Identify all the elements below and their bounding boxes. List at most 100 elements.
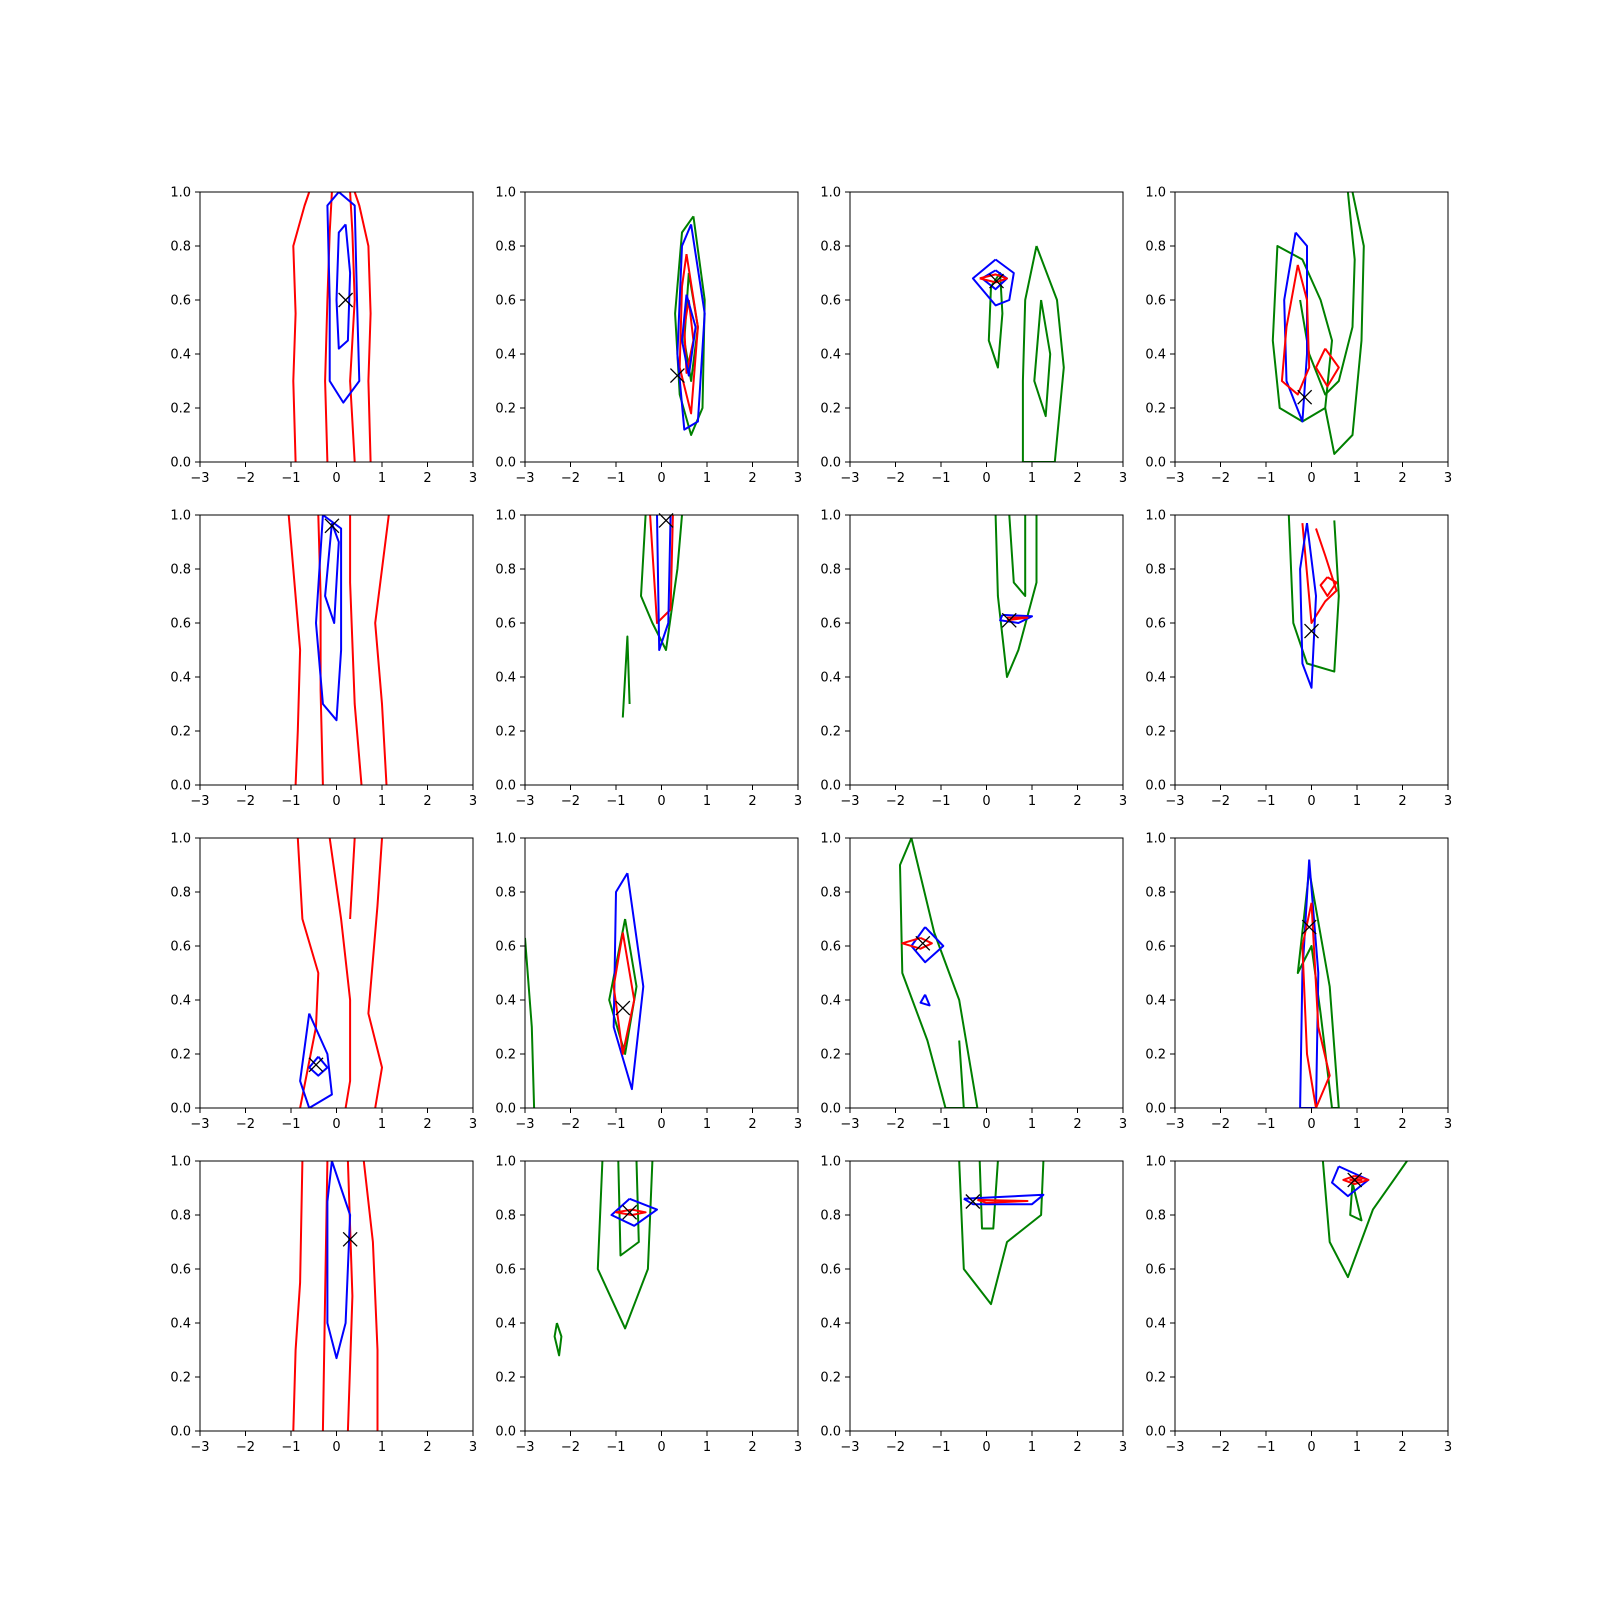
x-tick-label: −2	[1211, 1117, 1230, 1132]
x-tick-label: 0	[982, 794, 990, 809]
contour-line	[899, 838, 979, 1108]
x-tick-label: 2	[423, 794, 431, 809]
y-tick-label: 0.2	[495, 402, 516, 417]
y-tick-label: 0.6	[820, 1263, 841, 1278]
contour-line	[328, 838, 352, 1108]
y-tick-label: 0.6	[170, 940, 191, 955]
contour-line	[950, 1040, 965, 1108]
x-tick-label: 3	[794, 794, 802, 809]
x-tick-label: −2	[236, 1117, 255, 1132]
x-tick-label: 1	[1353, 794, 1361, 809]
y-tick-label: 0.4	[820, 994, 841, 1009]
y-tick-label: 1.0	[1145, 832, 1166, 847]
y-tick-label: 0.2	[170, 1371, 191, 1386]
x-tick-label: −3	[1165, 1440, 1184, 1455]
x-tick-label: 1	[378, 794, 386, 809]
y-tick-label: 0.2	[170, 1048, 191, 1063]
y-tick-label: 0.6	[820, 294, 841, 309]
x-tick-label: −3	[190, 471, 209, 486]
x-tick-label: 3	[1444, 794, 1452, 809]
x-tick-label: 0	[982, 1117, 990, 1132]
x-tick-label: 2	[1398, 794, 1406, 809]
x-marker	[1301, 919, 1317, 935]
x-tick-label: 1	[703, 1117, 711, 1132]
x-tick-label: −1	[281, 1440, 300, 1455]
x-tick-label: −1	[606, 471, 625, 486]
y-tick-label: 0.8	[1145, 563, 1166, 578]
y-tick-label: 0.6	[170, 294, 191, 309]
y-tick-label: 0.2	[495, 725, 516, 740]
contour-line	[374, 515, 390, 785]
x-tick-label: −1	[931, 471, 950, 486]
contour-line	[1271, 192, 1365, 455]
x-tick-label: 3	[469, 794, 477, 809]
y-tick-label: 0.2	[820, 402, 841, 417]
x-tick-label: −3	[515, 1440, 534, 1455]
x-tick-label: 0	[657, 1117, 665, 1132]
y-tick-label: 0.0	[495, 1425, 516, 1440]
y-tick-label: 1.0	[170, 1155, 191, 1170]
y-tick-label: 0.6	[820, 617, 841, 632]
y-tick-label: 1.0	[1145, 509, 1166, 524]
y-tick-label: 1.0	[495, 509, 516, 524]
x-marker	[308, 1057, 324, 1073]
y-tick-label: 0.6	[170, 1263, 191, 1278]
contour-line	[349, 838, 356, 920]
contour-line	[610, 1197, 658, 1227]
x-tick-label: 0	[657, 794, 665, 809]
y-tick-label: 0.2	[1145, 725, 1166, 740]
contour-line	[612, 932, 636, 1055]
y-tick-label: 0.4	[170, 994, 191, 1009]
y-tick-label: 1.0	[495, 832, 516, 847]
contour-line	[1301, 902, 1331, 1108]
subplot-r4-c3: −3 −2 −1 0 1 2 3 0.0 0.2 0.4 0.6 0.8 1.0	[820, 1155, 1127, 1456]
contour-line	[353, 192, 372, 462]
contour-line	[1315, 348, 1340, 388]
y-tick-label: 0.2	[495, 1371, 516, 1386]
contour-line	[326, 192, 361, 404]
x-tick-label: −3	[840, 1117, 859, 1132]
x-tick-label: −1	[281, 471, 300, 486]
y-tick-label: 0.2	[1145, 1371, 1166, 1386]
x-tick-label: 1	[1028, 1117, 1036, 1132]
x-tick-label: 1	[378, 1440, 386, 1455]
x-tick-label: −1	[931, 1440, 950, 1455]
contour-layer	[899, 838, 979, 1108]
x-tick-label: 2	[748, 1440, 756, 1455]
x-tick-label: −2	[561, 1440, 580, 1455]
y-tick-label: 0.0	[1145, 1102, 1166, 1117]
x-tick-label: −3	[515, 1117, 534, 1132]
x-tick-label: 2	[423, 471, 431, 486]
y-tick-label: 0.0	[820, 1425, 841, 1440]
x-tick-label: 2	[748, 471, 756, 486]
x-tick-label: 2	[1073, 1440, 1081, 1455]
y-tick-label: 0.4	[1145, 1317, 1166, 1332]
y-tick-label: 0.0	[495, 1102, 516, 1117]
x-tick-label: 0	[1307, 1440, 1315, 1455]
x-tick-label: 1	[1028, 794, 1036, 809]
x-tick-label: 2	[748, 1117, 756, 1132]
x-tick-label: −2	[236, 471, 255, 486]
x-tick-label: 0	[657, 471, 665, 486]
x-tick-label: 1	[378, 1117, 386, 1132]
x-tick-label: 1	[1353, 471, 1361, 486]
contour-line	[296, 838, 320, 1108]
contour-line	[999, 613, 1033, 624]
y-tick-label: 1.0	[820, 1155, 841, 1170]
contour-layer	[1287, 515, 1340, 689]
contour-line	[1033, 299, 1052, 418]
x-tick-label: 0	[657, 1440, 665, 1455]
x-tick-label: −2	[236, 1440, 255, 1455]
x-tick-label: −1	[1256, 794, 1275, 809]
x-tick-label: −2	[886, 794, 905, 809]
y-tick-label: 0.8	[170, 886, 191, 901]
y-tick-label: 0.0	[170, 1425, 191, 1440]
y-tick-label: 0.8	[170, 1209, 191, 1224]
contour-line	[349, 192, 356, 462]
y-tick-label: 0.0	[495, 779, 516, 794]
x-tick-label: 2	[1073, 1117, 1081, 1132]
x-tick-label: −2	[236, 794, 255, 809]
subplot-r3-c4: −3 −2 −1 0 1 2 3 0.0 0.2 0.4 0.6 0.8 1.0	[1145, 832, 1452, 1133]
x-tick-label: −2	[1211, 1440, 1230, 1455]
contour-layer	[1271, 192, 1365, 455]
